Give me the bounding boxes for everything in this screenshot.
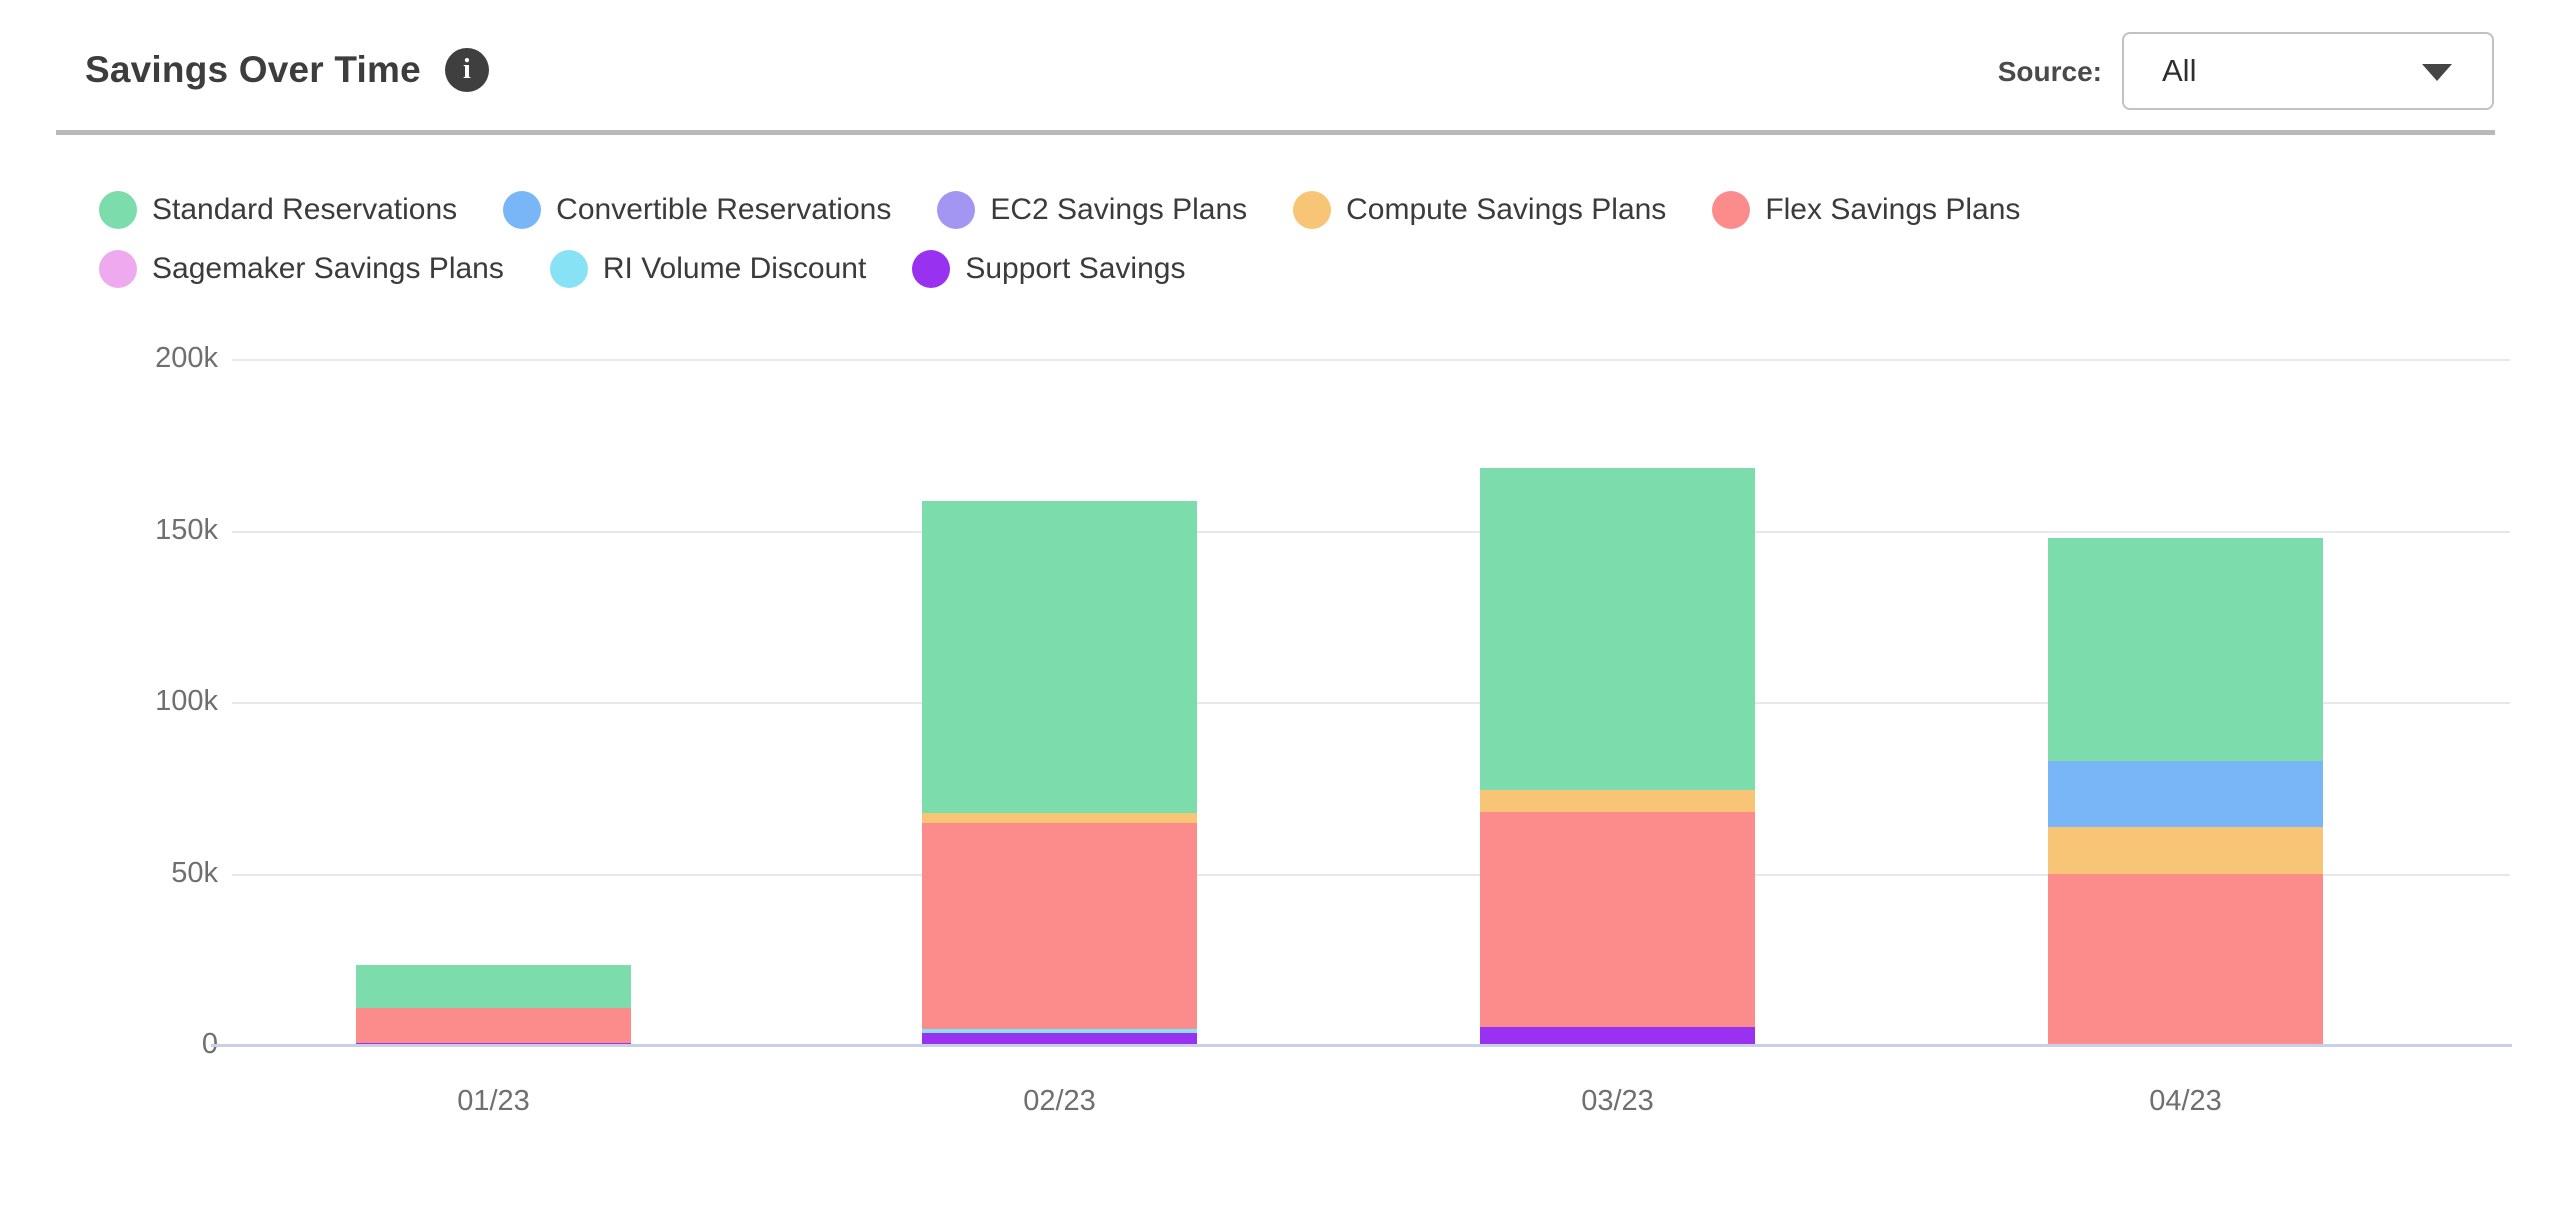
legend-color-dot [912, 250, 951, 288]
y-tick-label: 0 [201, 1028, 218, 1060]
bar-segment-support-savings-02-23[interactable] [922, 1032, 1197, 1046]
gridline [232, 359, 2510, 361]
legend-item-ec2-savings-plans[interactable]: EC2 Savings Plans [937, 186, 1247, 234]
bar-segment-flex-savings-plans-01-23[interactable] [356, 1008, 631, 1043]
bar-segment-ri-volume-discount-02-23[interactable] [922, 1028, 1197, 1033]
gridline [232, 702, 2510, 704]
bar-segment-support-savings-03-23[interactable] [1480, 1027, 1755, 1046]
chevron-down-icon [2422, 64, 2452, 81]
legend-color-dot [99, 191, 137, 229]
legend-item-sagemaker-savings-plans[interactable]: Sagemaker Savings Plans [99, 245, 504, 293]
bar-segment-flex-savings-plans-04-23[interactable] [2048, 874, 2323, 1046]
bar-segment-compute-savings-plans-03-23[interactable] [1480, 790, 1755, 813]
source-label: Source: [1997, 56, 2102, 87]
bar-segment-standard-reservations-02-23[interactable] [922, 500, 1197, 814]
bar-segment-standard-reservations-03-23[interactable] [1480, 467, 1755, 791]
info-icon[interactable]: i [444, 48, 489, 92]
legend-item-compute-savings-plans[interactable]: Compute Savings Plans [1293, 186, 1666, 234]
bar-segment-flex-savings-plans-02-23[interactable] [922, 822, 1197, 1029]
y-tick-label: 100k [155, 685, 218, 717]
y-tick-label: 150k [155, 513, 218, 546]
chart-title: Savings Over Time [85, 49, 421, 90]
x-tick-label: 03/23 [1581, 1085, 1654, 1117]
legend-item-standard-reservations[interactable]: Standard Reservations [99, 186, 457, 234]
legend-label: Sagemaker Savings Plans [152, 252, 504, 285]
y-tick-label: 50k [171, 856, 218, 889]
legend-label: RI Volume Discount [602, 252, 867, 285]
bar-segment-convertible-reservations-04-23[interactable] [2048, 760, 2323, 828]
gridline [232, 873, 2510, 876]
bar-segment-flex-savings-plans-03-23[interactable] [1480, 812, 1755, 1028]
legend-color-dot [937, 191, 976, 229]
legend-color-dot [99, 250, 137, 288]
gridline [232, 530, 2510, 533]
legend-label: Compute Savings Plans [1346, 193, 1667, 226]
legend-label: Convertible Reservations [556, 193, 892, 226]
bar-segment-compute-savings-plans-02-23[interactable] [922, 813, 1197, 823]
legend-color-dot [1712, 191, 1751, 229]
source-dropdown[interactable]: All [2122, 32, 2494, 110]
legend-color-dot [1293, 191, 1332, 229]
bar-segment-compute-savings-plans-04-23[interactable] [2048, 827, 2323, 875]
bar-segment-standard-reservations-04-23[interactable] [2048, 538, 2323, 761]
chart-header: Savings Over Time i [85, 48, 489, 92]
header-divider [56, 130, 2495, 135]
legend-color-dot [549, 250, 588, 288]
chart-legend: Standard Reservations Convertible Reserva… [99, 186, 2469, 293]
legend-label: Standard Reservations [152, 193, 458, 226]
source-dropdown-value: All [2162, 53, 2197, 88]
y-tick-label: 200k [155, 342, 218, 374]
legend-item-flex-savings-plans[interactable]: Flex Savings Plans [1712, 186, 2020, 234]
x-tick-label: 02/23 [1023, 1085, 1096, 1117]
legend-item-convertible-reservations[interactable]: Convertible Reservations [503, 186, 891, 234]
legend-item-ri-volume-discount[interactable]: RI Volume Discount [549, 245, 867, 293]
legend-label: EC2 Savings Plans [990, 193, 1248, 226]
legend-label: Flex Savings Plans [1765, 193, 2021, 226]
bar-segment-standard-reservations-01-23[interactable] [356, 965, 631, 1009]
x-tick-label: 04/23 [2149, 1085, 2222, 1117]
x-axis-line [211, 1044, 2512, 1047]
legend-item-support-savings[interactable]: Support Savings [912, 245, 1185, 293]
legend-label: Support Savings [965, 252, 1186, 285]
x-tick-label: 01/23 [457, 1085, 530, 1117]
legend-color-dot [503, 191, 542, 229]
